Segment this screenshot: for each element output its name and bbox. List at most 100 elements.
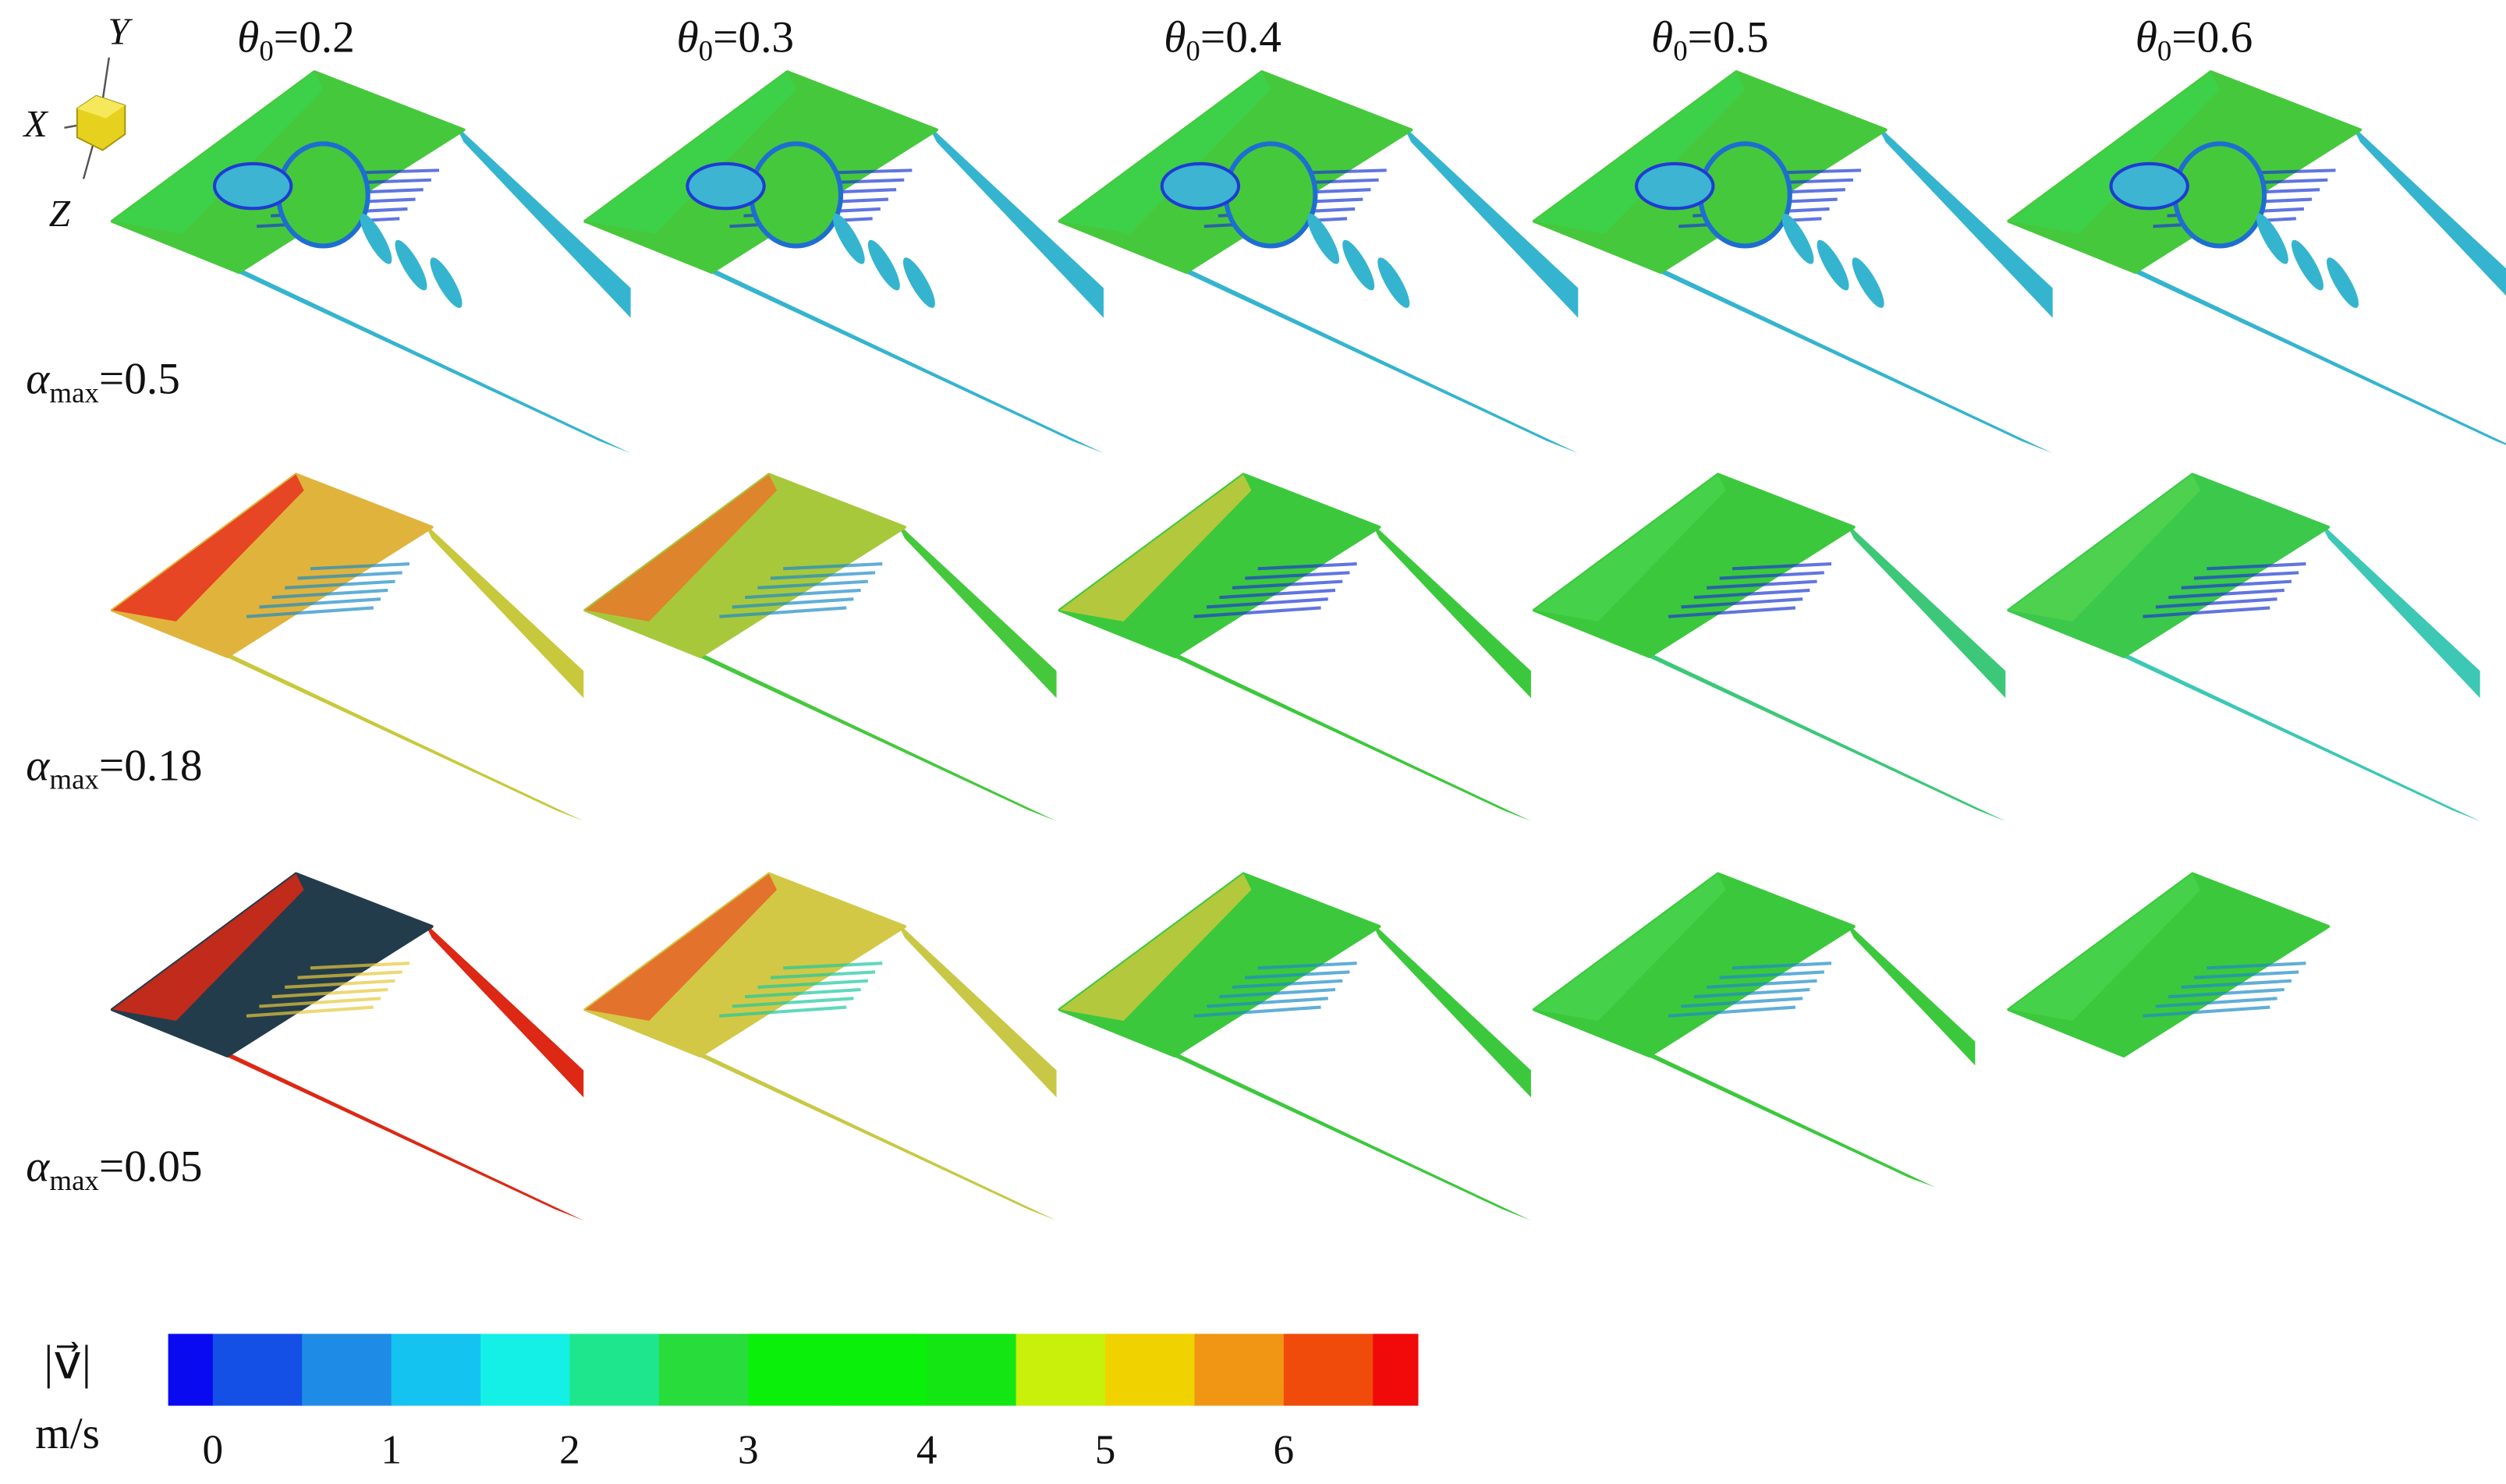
streak bbox=[285, 979, 395, 989]
plate bbox=[2007, 473, 2331, 658]
streak bbox=[2206, 562, 2306, 571]
vortex bbox=[749, 141, 844, 249]
lower-strip bbox=[1158, 1049, 1531, 1221]
label-symbol: θ bbox=[1651, 12, 1673, 62]
color-segment bbox=[391, 1333, 482, 1406]
streak bbox=[2206, 962, 2306, 970]
vortex-tail bbox=[395, 239, 427, 291]
streak bbox=[1681, 597, 1803, 609]
streak bbox=[1719, 970, 1824, 979]
vortex-tail bbox=[867, 239, 900, 291]
label-subscript: max bbox=[49, 1164, 98, 1196]
color-segment bbox=[658, 1333, 750, 1406]
streak bbox=[719, 606, 847, 618]
colorbar-tick-label: 5 bbox=[1095, 1426, 1116, 1472]
colorbar-unit: m/s bbox=[35, 1409, 100, 1458]
lower-strip bbox=[211, 650, 584, 821]
lower-strip bbox=[693, 265, 1104, 454]
label-value: =0.5 bbox=[1688, 12, 1769, 62]
label-value: =0.6 bbox=[2171, 12, 2253, 62]
streak bbox=[783, 562, 883, 571]
lower-strip bbox=[684, 1049, 1057, 1221]
upper-strip bbox=[896, 522, 1057, 699]
simulation-panel bbox=[583, 70, 1104, 454]
lower-strip bbox=[221, 265, 631, 454]
label: αmax=0.05 bbox=[26, 1142, 202, 1197]
upper-strip bbox=[1402, 124, 1579, 318]
streak bbox=[744, 987, 861, 999]
simulation-panel bbox=[1532, 70, 2053, 454]
vortex bbox=[1160, 161, 1241, 211]
vortex bbox=[1223, 141, 1318, 249]
colorbar-tick-label: 6 bbox=[1274, 1426, 1295, 1472]
upper-strip bbox=[927, 124, 1104, 318]
axis-label: Y bbox=[108, 9, 133, 52]
streak bbox=[757, 979, 868, 989]
simulation-panel bbox=[110, 872, 584, 1221]
leading-edge bbox=[112, 873, 304, 1021]
streak bbox=[1707, 979, 1817, 989]
label-value: =0.4 bbox=[1200, 12, 1281, 62]
vortex-tail bbox=[1342, 239, 1375, 291]
label-subscript: max bbox=[49, 763, 98, 795]
axis-label: Z bbox=[49, 192, 71, 235]
vortex-tail bbox=[2256, 213, 2288, 264]
color-segment bbox=[1016, 1333, 1107, 1406]
streak bbox=[2155, 997, 2277, 1008]
label-subscript: 0 bbox=[2157, 35, 2171, 67]
simulation-panel bbox=[110, 473, 584, 821]
streak bbox=[2193, 970, 2299, 979]
vortex bbox=[212, 161, 293, 211]
simulation-panel bbox=[1532, 473, 2006, 821]
color-segment bbox=[212, 1333, 303, 1406]
leading-edge bbox=[112, 474, 304, 622]
label: αmax=0.5 bbox=[26, 355, 180, 409]
vortex-tail bbox=[2327, 257, 2359, 308]
streak bbox=[770, 970, 876, 979]
vortex bbox=[275, 141, 370, 249]
plate bbox=[110, 872, 434, 1058]
lower-strip bbox=[1168, 265, 1579, 454]
simulation-panel bbox=[2007, 872, 2331, 1058]
color-segment bbox=[168, 1333, 214, 1406]
vortex-tail bbox=[2292, 239, 2323, 291]
plate bbox=[1532, 473, 1856, 658]
colorbar-label: |v⃗| bbox=[44, 1337, 91, 1390]
simulation-panel bbox=[2007, 473, 2480, 821]
streak bbox=[783, 962, 883, 970]
simulation-panel bbox=[110, 70, 631, 454]
color-segment bbox=[1373, 1333, 1419, 1406]
lower-strip bbox=[684, 650, 1057, 821]
label-value: =0.5 bbox=[99, 355, 180, 404]
label-symbol: θ bbox=[1164, 12, 1186, 62]
vortex-tail bbox=[1817, 239, 1849, 291]
streak bbox=[2155, 597, 2277, 609]
leading-edge bbox=[1059, 873, 1252, 1021]
streak bbox=[259, 597, 381, 609]
leading-edge bbox=[112, 72, 324, 234]
streak bbox=[757, 579, 868, 590]
lower-strip bbox=[1158, 650, 1531, 821]
vortex bbox=[1635, 161, 1715, 211]
leading-edge bbox=[2008, 474, 2201, 622]
lower-strip bbox=[2107, 650, 2480, 821]
streak bbox=[2143, 606, 2270, 618]
colorbar: |v⃗| m/s 0 1 2 3 4 5 6 bbox=[35, 1333, 1419, 1472]
upper-strip bbox=[1371, 921, 1531, 1098]
label-value: =0.05 bbox=[99, 1142, 203, 1192]
color-segment bbox=[927, 1333, 1017, 1406]
vortex bbox=[2172, 141, 2267, 249]
streak bbox=[1245, 970, 1350, 979]
leading-edge bbox=[1059, 72, 1271, 234]
streak bbox=[2168, 588, 2284, 600]
upper-strip bbox=[424, 522, 584, 699]
streak bbox=[1257, 962, 1357, 970]
streak bbox=[1193, 1005, 1321, 1018]
label-value: =0.3 bbox=[713, 12, 794, 62]
streak bbox=[1232, 979, 1343, 989]
vortex-tail bbox=[430, 257, 463, 308]
vortex-tail bbox=[1852, 257, 1884, 308]
upper-strip bbox=[896, 921, 1057, 1098]
axis-triad: Y X Z bbox=[23, 9, 133, 235]
plate bbox=[2007, 872, 2331, 1058]
